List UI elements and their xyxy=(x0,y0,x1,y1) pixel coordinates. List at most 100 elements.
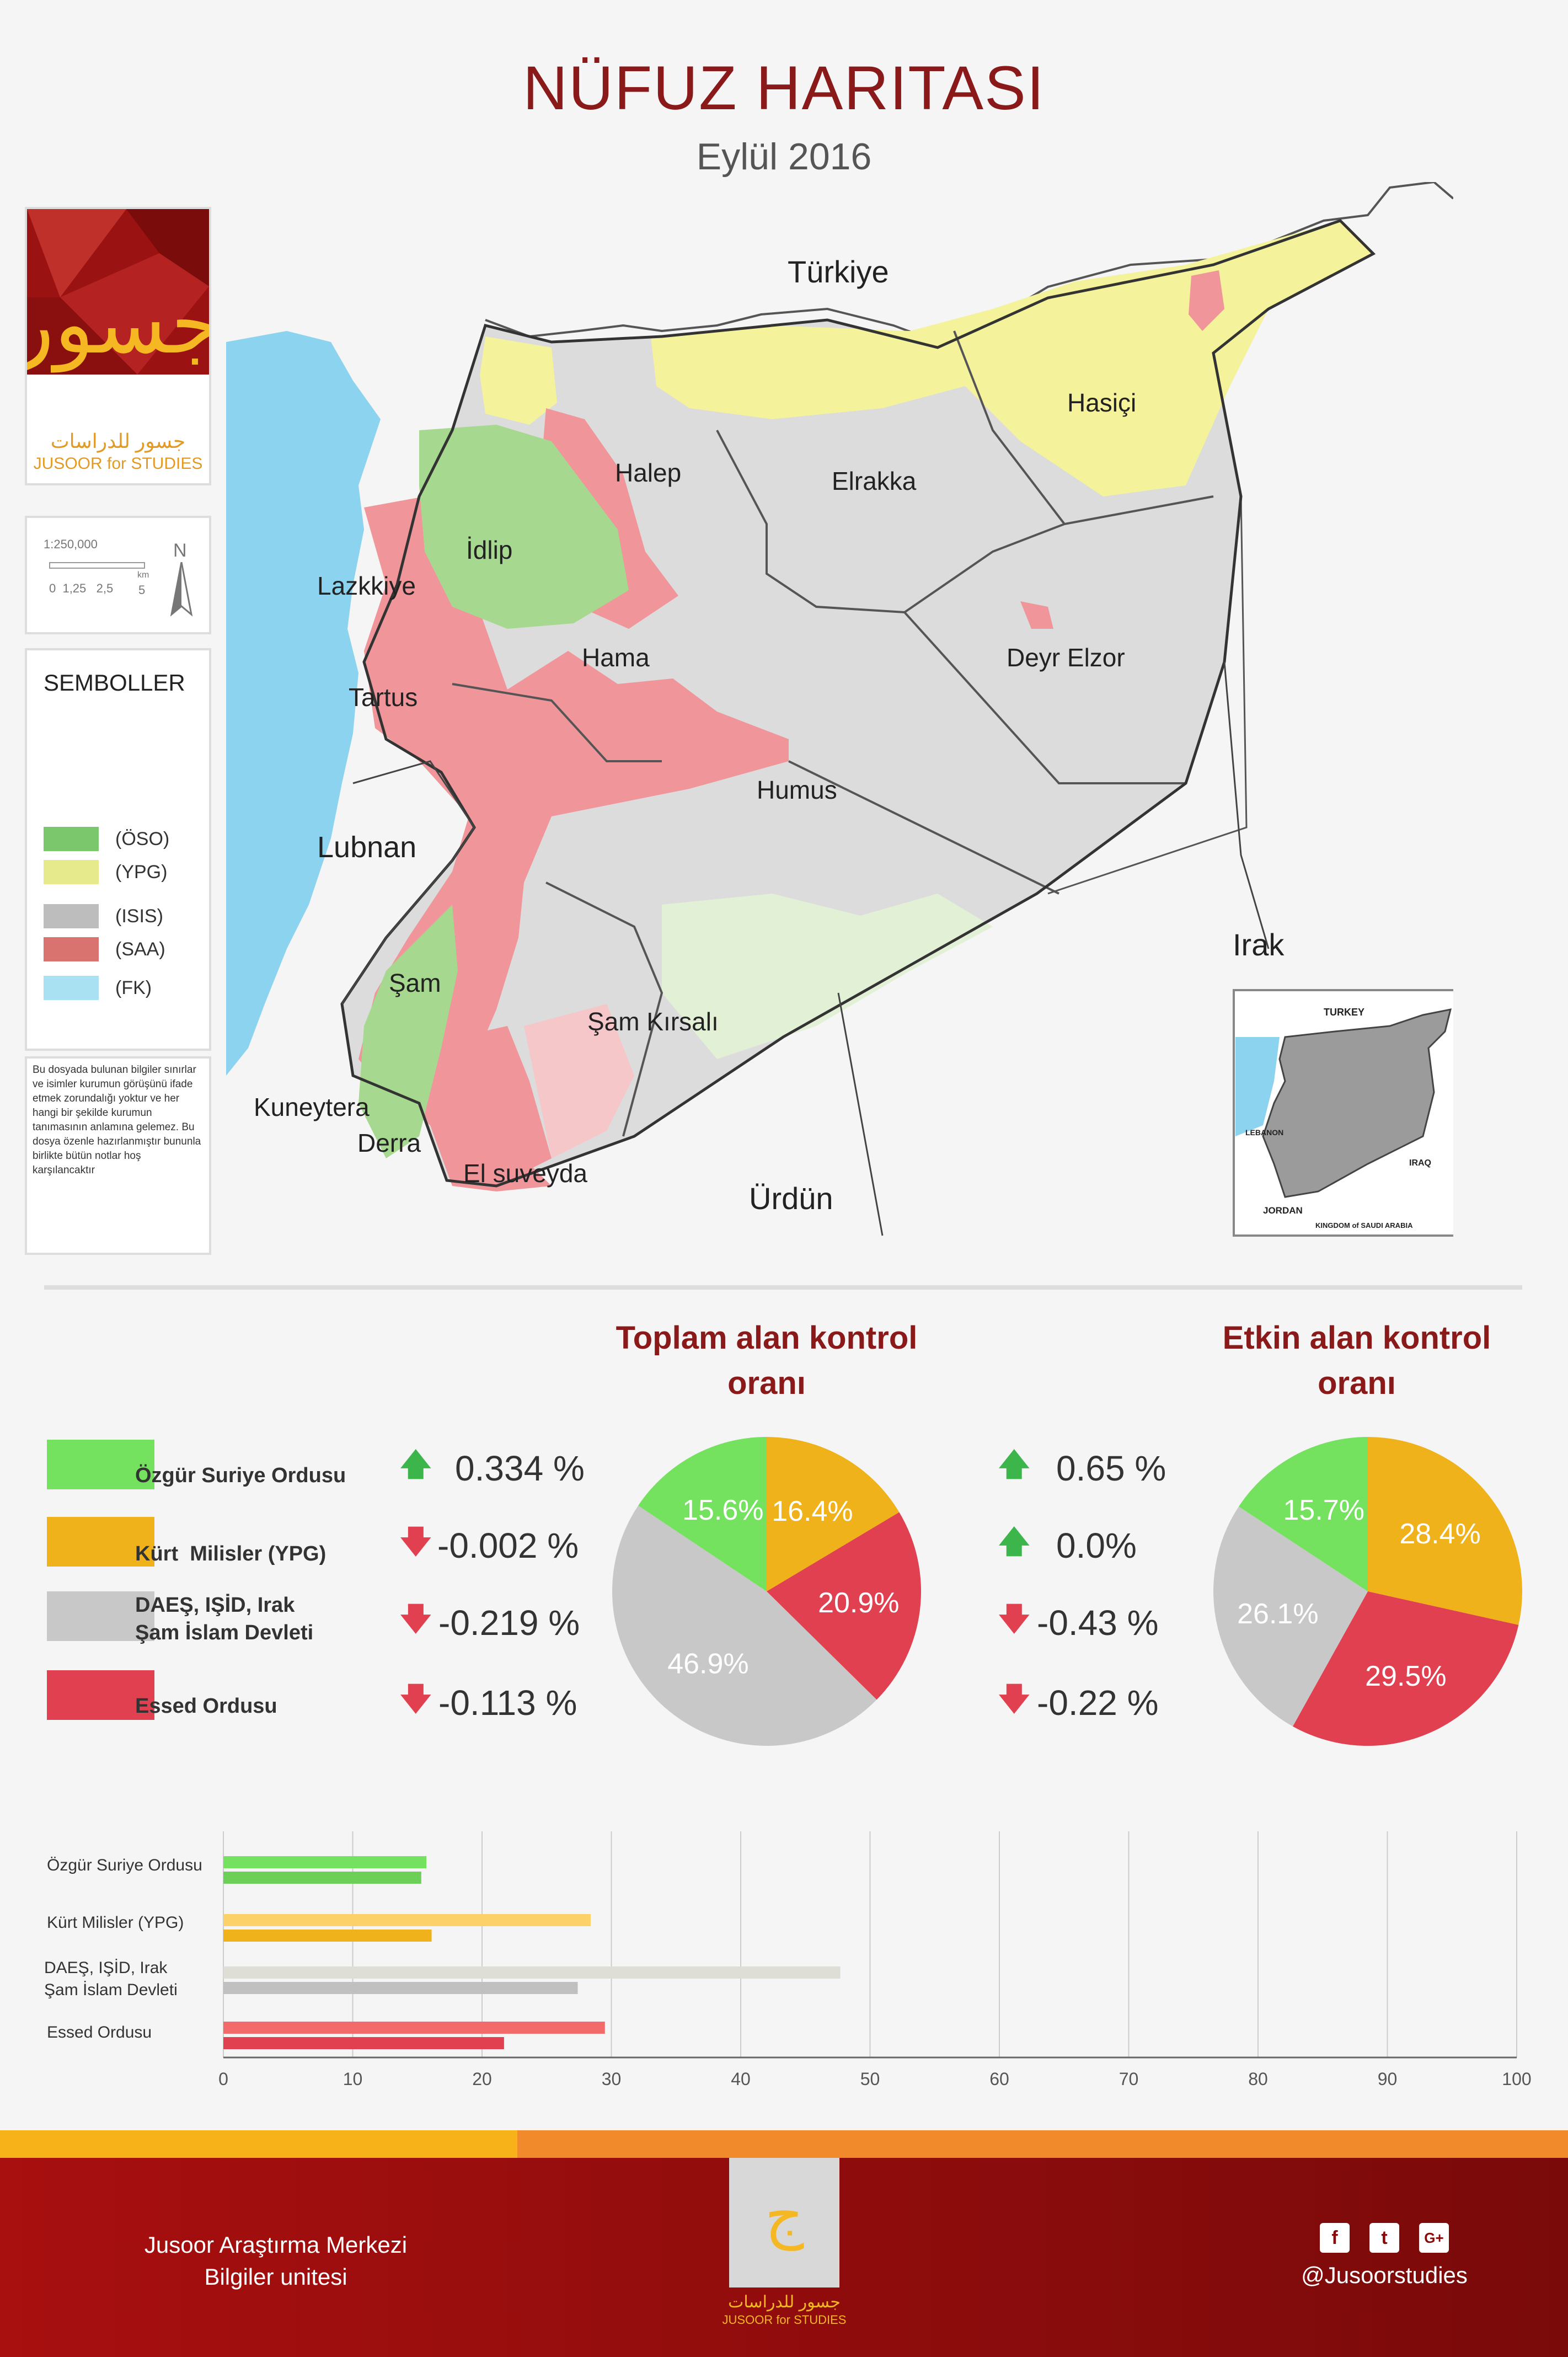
arrow-down-icon: 🡇 xyxy=(998,1681,1030,1716)
logo-arabic: جسور للدراسات xyxy=(50,430,186,452)
bar xyxy=(223,1914,591,1926)
arrow-down-icon: 🡇 xyxy=(998,1601,1030,1636)
footer-handle[interactable]: @Jusoorstudies xyxy=(1301,2262,1468,2288)
footer-logo-english: JUSOOR for STUDIES xyxy=(722,2313,847,2327)
party-name-isis: DAEŞ, IŞİD, Irak Şam İslam Devleti xyxy=(135,1594,314,1644)
syria-border xyxy=(340,219,1376,1188)
x-tick-label: 90 xyxy=(1378,2069,1398,2089)
label-samkirsali: Şam Kırsalı xyxy=(587,1007,719,1036)
north-arrow-icon xyxy=(170,562,192,617)
pie-slice-label: 28.4% xyxy=(1399,1518,1480,1550)
scale-end: 5 xyxy=(138,583,146,597)
syria-map xyxy=(226,182,1453,1237)
twitter-icon[interactable]: t xyxy=(1369,2223,1399,2253)
inset-syria xyxy=(1262,1008,1452,1198)
bar xyxy=(223,1982,578,1994)
footer-logo-mark: ج xyxy=(764,2182,804,2249)
effective-pie-chart: 28.4% 29.5% 26.1% 15.7% xyxy=(1213,1437,1522,1746)
saa-region xyxy=(358,496,789,1191)
logo-graphic: جسور xyxy=(27,209,209,375)
svg-text:جسور: جسور xyxy=(27,276,209,373)
label-hasici: Hasiçi xyxy=(1067,388,1137,417)
oso-desert xyxy=(662,894,993,1059)
footer-logo: ج xyxy=(729,2158,839,2287)
bar xyxy=(223,2037,504,2049)
inset-label-saudi: KINGDOM of SAUDI ARABIA xyxy=(1315,1221,1413,1230)
arrow-up-icon: 🡅 xyxy=(998,1524,1030,1559)
legend-panel: SEMBOLLER (ÖSO) (YPG) (ISIS) (SAA) (FK) xyxy=(25,648,211,1051)
googleplus-icon[interactable]: G+ xyxy=(1419,2223,1449,2253)
province-line xyxy=(716,430,1214,614)
total-pie-chart: 16.4% 20.9% 46.9% 15.6% xyxy=(612,1437,921,1746)
scale-unit: km xyxy=(137,570,149,580)
scale-ticks: 0 1,25 2,5 xyxy=(49,581,114,595)
oso-idlib xyxy=(419,425,629,629)
label-turkey: Türkiye xyxy=(788,254,889,289)
pie-slice-label: 46.9% xyxy=(667,1648,748,1680)
bar-label-ypg: Kürt Milisler (YPG) xyxy=(47,1914,184,1932)
label-suveyda: El suveyda xyxy=(463,1159,588,1188)
logo-panel: جسور جسور للدراسات JUSOOR for STUDIES xyxy=(25,207,211,485)
scale-panel: 1:250,000 0 1,25 2,5 km 5 N xyxy=(25,516,211,634)
pie-slice-label: 16.4% xyxy=(772,1495,853,1527)
x-tick-label: 0 xyxy=(218,2069,228,2089)
legend-item-oso: (ÖSO) xyxy=(44,827,169,851)
bar xyxy=(223,1856,427,1868)
x-tick-label: 100 xyxy=(1502,2069,1531,2089)
inset-sea xyxy=(1235,1037,1280,1136)
disclaimer-note: Bu dosyada bulunan bilgiler sınırlar ve … xyxy=(25,1056,211,1255)
x-tick-label: 70 xyxy=(1119,2069,1139,2089)
label-jordan: Ürdün xyxy=(749,1181,833,1216)
label-lebanon: Lubnan xyxy=(317,831,417,864)
footer-org-line2: Bilgiler unitesi xyxy=(204,2264,347,2290)
label-sam: Şam xyxy=(389,969,441,997)
facebook-icon[interactable]: f xyxy=(1320,2223,1350,2253)
province-line xyxy=(788,760,1059,895)
pie-slice-3 xyxy=(1239,1437,1368,1591)
pie-slice-2 xyxy=(1213,1506,1368,1727)
pie-slice-1 xyxy=(767,1512,921,1700)
effective-change-ypg: 0.0% xyxy=(1056,1526,1137,1565)
x-tick-label: 30 xyxy=(602,2069,622,2089)
inset-label-jordan: JORDAN xyxy=(1263,1205,1303,1216)
pie-slice-label: 26.1% xyxy=(1237,1598,1318,1630)
north-label: N xyxy=(173,540,187,561)
province-line xyxy=(953,330,1066,525)
total-change-ypg: -0.002 % xyxy=(437,1526,579,1565)
pie-slice-label: 15.7% xyxy=(1283,1494,1364,1526)
province-line xyxy=(545,881,663,1137)
legend-item-fk: (FK) xyxy=(44,976,152,1000)
x-tick-label: 60 xyxy=(989,2069,1009,2089)
sea-area xyxy=(226,331,381,1076)
party-name-ypg: Kürt Milisler (YPG) xyxy=(135,1542,327,1565)
page-subtitle: Eylül 2016 xyxy=(696,136,872,178)
bar-label-saa: Essed Ordusu xyxy=(47,2023,152,2041)
legend-item-saa: (SAA) xyxy=(44,937,165,961)
label-idlip: İdlip xyxy=(466,536,513,564)
inset-label-lebanon: LEBANON xyxy=(1245,1128,1284,1137)
province-line xyxy=(903,611,1186,784)
pie-slice-3 xyxy=(638,1437,767,1591)
legend-swatch xyxy=(44,904,99,928)
party-swatch-isis xyxy=(47,1591,154,1641)
party-swatch-saa xyxy=(47,1670,154,1720)
legend-title: SEMBOLLER xyxy=(44,670,185,696)
label-derra: Derra xyxy=(357,1129,421,1157)
party-swatch-oso xyxy=(47,1440,154,1489)
footer-logo-arabic: جسور للدراسات xyxy=(728,2293,841,2311)
footer-org-line1: Jusoor Araştırma Merkezi xyxy=(144,2232,408,2258)
effective-change-isis: -0.43 % xyxy=(1037,1603,1159,1643)
effective-change-saa: -0.22 % xyxy=(1037,1683,1159,1723)
bar xyxy=(223,1872,421,1884)
logo-english: JUSOOR for STUDIES xyxy=(33,455,203,473)
scale-bar xyxy=(49,562,145,569)
legend-item-ypg: (YPG) xyxy=(44,860,167,884)
saa-light xyxy=(524,1004,634,1158)
province-line xyxy=(1047,496,1248,895)
label-humus: Humus xyxy=(757,776,837,804)
pie-slice-1 xyxy=(1292,1591,1519,1746)
bar xyxy=(223,1930,432,1942)
footer: Jusoor Araştırma Merkezi Bilgiler unites… xyxy=(0,2158,1568,2357)
lebanon-border-line xyxy=(341,760,475,1004)
label-kuneytera: Kuneytera xyxy=(254,1093,370,1121)
